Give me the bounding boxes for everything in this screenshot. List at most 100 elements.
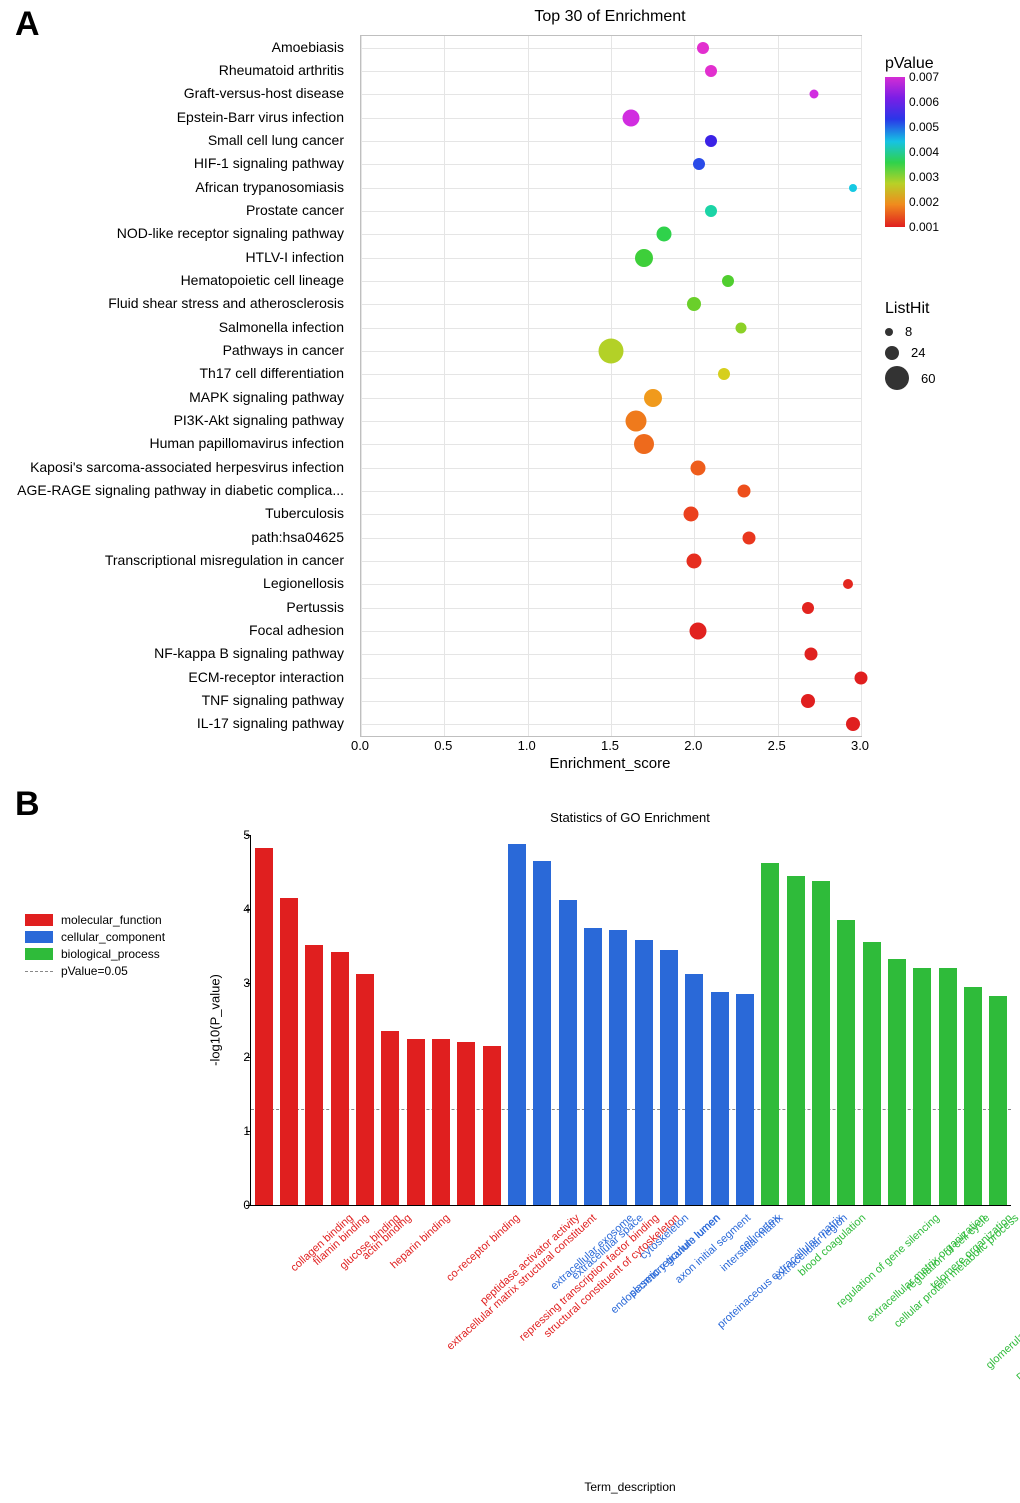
go-bar xyxy=(660,950,678,1205)
listhit-legend-title: ListHit xyxy=(885,300,935,318)
go-bar xyxy=(761,863,779,1205)
gridline xyxy=(861,36,862,736)
gridline xyxy=(361,608,861,609)
pathway-label: Prostate cancer xyxy=(0,203,350,217)
go-bar xyxy=(939,968,957,1205)
x-tick-label: 3.0 xyxy=(851,738,869,753)
legend-row: biological_process xyxy=(25,947,165,961)
go-bar xyxy=(812,881,830,1205)
go-bar xyxy=(432,1039,450,1206)
enrichment-dot xyxy=(805,648,818,661)
gridline xyxy=(361,701,861,702)
gridline xyxy=(361,164,861,165)
x-tick-label: 1.5 xyxy=(601,738,619,753)
panel-b: B Statistics of GO Enrichment -log10(P_v… xyxy=(0,780,1020,1500)
pathway-label: Kaposi's sarcoma-associated herpesvirus … xyxy=(0,460,350,474)
gridline xyxy=(361,48,861,49)
gridline xyxy=(361,141,861,142)
pathway-label: Pertussis xyxy=(0,600,350,614)
go-bar xyxy=(280,898,298,1205)
dotplot-y-labels: AmoebiasisRheumatoid arthritisGraft-vers… xyxy=(0,35,350,735)
go-bar xyxy=(331,952,349,1205)
pathway-label: ECM-receptor interaction xyxy=(0,670,350,684)
legend-row: cellular_component xyxy=(25,930,165,944)
go-bar xyxy=(533,861,551,1205)
go-term-label: DNA replication-dependent nucleosome ass… xyxy=(1014,1212,1020,1384)
enrichment-dot xyxy=(743,531,756,544)
pathway-label: Pathways in cancer xyxy=(0,343,350,357)
x-tick-label: 1.0 xyxy=(518,738,536,753)
panel-a: A Top 30 of Enrichment AmoebiasisRheumat… xyxy=(0,0,1020,780)
colorbar-tick: 0.005 xyxy=(909,120,939,134)
go-bar xyxy=(913,968,931,1205)
enrichment-dot xyxy=(722,275,734,287)
enrichment-dot xyxy=(801,694,815,708)
gridline xyxy=(361,258,861,259)
pathway-label: NF-kappa B signaling pathway xyxy=(0,646,350,660)
gridline xyxy=(361,444,861,445)
gridline xyxy=(361,211,861,212)
pvalue-color-legend: pValue 0.0070.0060.0050.0040.0030.0020.0… xyxy=(885,55,934,227)
legend-row: molecular_function xyxy=(25,913,165,927)
pathway-label: Focal adhesion xyxy=(0,623,350,637)
enrichment-dot xyxy=(718,368,730,380)
go-bar xyxy=(305,945,323,1205)
size-legend-label: 24 xyxy=(911,345,925,360)
go-bar xyxy=(255,848,273,1205)
gridline xyxy=(361,491,861,492)
enrichment-dot xyxy=(684,507,699,522)
go-bar xyxy=(711,992,729,1205)
panel-b-letter: B xyxy=(15,785,40,824)
pathway-label: Hematopoietic cell lineage xyxy=(0,273,350,287)
enrichment-dot xyxy=(693,158,705,170)
size-legend-row: 60 xyxy=(885,366,935,390)
size-legend-label: 8 xyxy=(905,324,912,339)
pathway-label: HIF-1 signaling pathway xyxy=(0,156,350,170)
pvalue-colorbar: 0.0070.0060.0050.0040.0030.0020.001 xyxy=(885,77,905,227)
go-bar xyxy=(483,1046,501,1205)
gridline xyxy=(361,514,861,515)
gridline xyxy=(361,398,861,399)
enrichment-dot xyxy=(855,671,868,684)
enrichment-dot xyxy=(705,205,717,217)
enrichment-dot xyxy=(802,602,814,614)
go-bar xyxy=(407,1039,425,1206)
gridline xyxy=(361,631,861,632)
enrichment-dot xyxy=(599,339,624,364)
go-bar xyxy=(457,1042,475,1205)
enrichment-dot xyxy=(623,109,640,126)
enrichment-dot xyxy=(736,322,747,333)
size-legend-circle xyxy=(885,346,899,360)
gridline xyxy=(361,71,861,72)
enrichment-dot xyxy=(689,623,706,640)
gridline xyxy=(361,468,861,469)
colorbar-tick: 0.006 xyxy=(909,95,939,109)
go-bar xyxy=(837,920,855,1205)
go-bar xyxy=(559,900,577,1205)
colorbar-tick: 0.002 xyxy=(909,195,939,209)
go-bar xyxy=(964,987,982,1205)
go-bar xyxy=(888,959,906,1205)
pathway-label: Human papillomavirus infection xyxy=(0,436,350,450)
gridline xyxy=(361,584,861,585)
pathway-label: Th17 cell differentiation xyxy=(0,366,350,380)
enrichment-dot xyxy=(626,411,647,432)
pathway-label: PI3K-Akt signaling pathway xyxy=(0,413,350,427)
dotplot-area xyxy=(360,35,862,737)
go-bar xyxy=(508,844,526,1205)
enrichment-dot xyxy=(687,554,702,569)
gridline xyxy=(361,118,861,119)
pathway-label: Amoebiasis xyxy=(0,40,350,54)
dotplot-x-axis-label: Enrichment_score xyxy=(360,755,860,772)
gridline xyxy=(361,421,861,422)
x-tick-label: 2.0 xyxy=(684,738,702,753)
size-legend-row: 24 xyxy=(885,345,935,360)
x-tick-label: 0.0 xyxy=(351,738,369,753)
pathway-label: Small cell lung cancer xyxy=(0,133,350,147)
go-bar xyxy=(736,994,754,1205)
legend-swatch xyxy=(25,948,53,960)
pvalue-colorbar-ticks: 0.0070.0060.0050.0040.0030.0020.001 xyxy=(909,77,969,227)
enrichment-dot xyxy=(634,434,654,454)
enrichment-dot xyxy=(843,579,853,589)
go-bar xyxy=(584,928,602,1206)
